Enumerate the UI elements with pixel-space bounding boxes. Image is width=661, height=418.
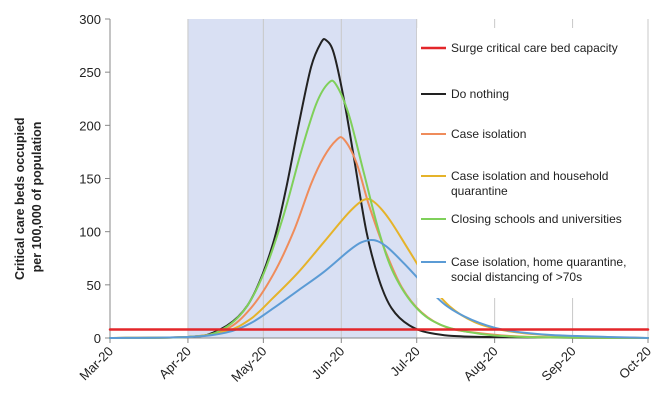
legend-background (417, 28, 645, 298)
legend-label: Case isolation and household quarantine (451, 169, 608, 198)
y-axis-label-line-2: per 100,000 of population (30, 122, 44, 273)
y-tick-label: 300 (79, 12, 101, 27)
series-lines (108, 37, 650, 339)
legend-label: Do nothing (451, 87, 509, 101)
legend-label: Case isolation (451, 127, 526, 141)
y-tick-label: 150 (79, 172, 101, 187)
y-tick-label: 250 (79, 65, 101, 80)
legend-label: Surge critical care bed capacity (451, 41, 618, 55)
y-tick-label: 200 (79, 118, 101, 133)
legend-label: Case isolation, home quarantine, social d… (451, 255, 626, 284)
series-line-5 (109, 79, 649, 339)
y-tick-label: 0 (94, 331, 101, 346)
legend: Surge critical care bed capacity Do nothi… (417, 28, 645, 298)
y-tick-label: 50 (87, 278, 101, 293)
y-axis-label-line-1: Critical care beds occupied (13, 117, 27, 280)
y-tick-label: 100 (79, 225, 101, 240)
legend-label: Closing schools and universities (451, 212, 622, 226)
y-axis-label: Critical care beds occupied per 100,000 … (13, 114, 44, 280)
shaded-period-layer (187, 19, 417, 338)
intervention-period-shade (187, 19, 417, 338)
